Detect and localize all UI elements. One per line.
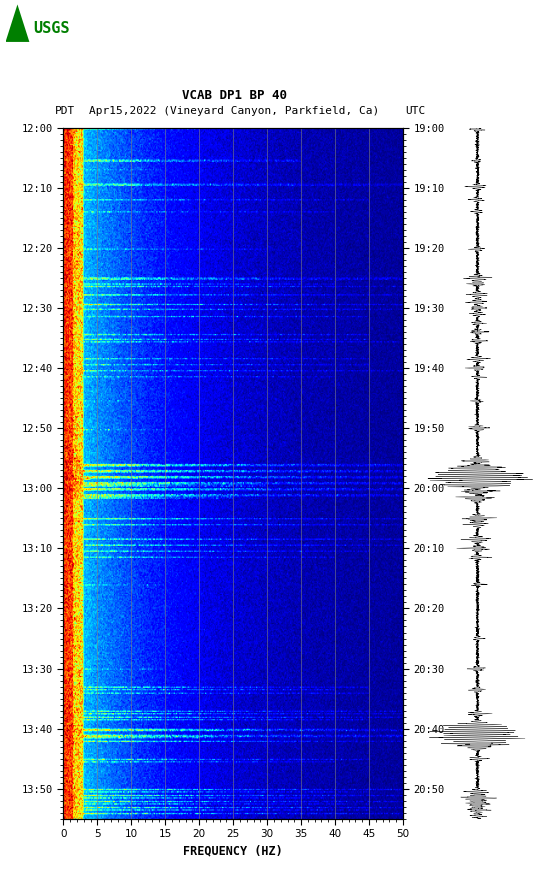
Text: USGS: USGS <box>33 21 70 36</box>
Text: VCAB DP1 BP 40: VCAB DP1 BP 40 <box>182 89 287 102</box>
Text: Apr15,2022 (Vineyard Canyon, Parkfield, Ca): Apr15,2022 (Vineyard Canyon, Parkfield, … <box>89 106 380 117</box>
Polygon shape <box>6 4 29 42</box>
Text: PDT: PDT <box>55 106 76 117</box>
Text: UTC: UTC <box>406 106 426 117</box>
X-axis label: FREQUENCY (HZ): FREQUENCY (HZ) <box>183 845 283 858</box>
